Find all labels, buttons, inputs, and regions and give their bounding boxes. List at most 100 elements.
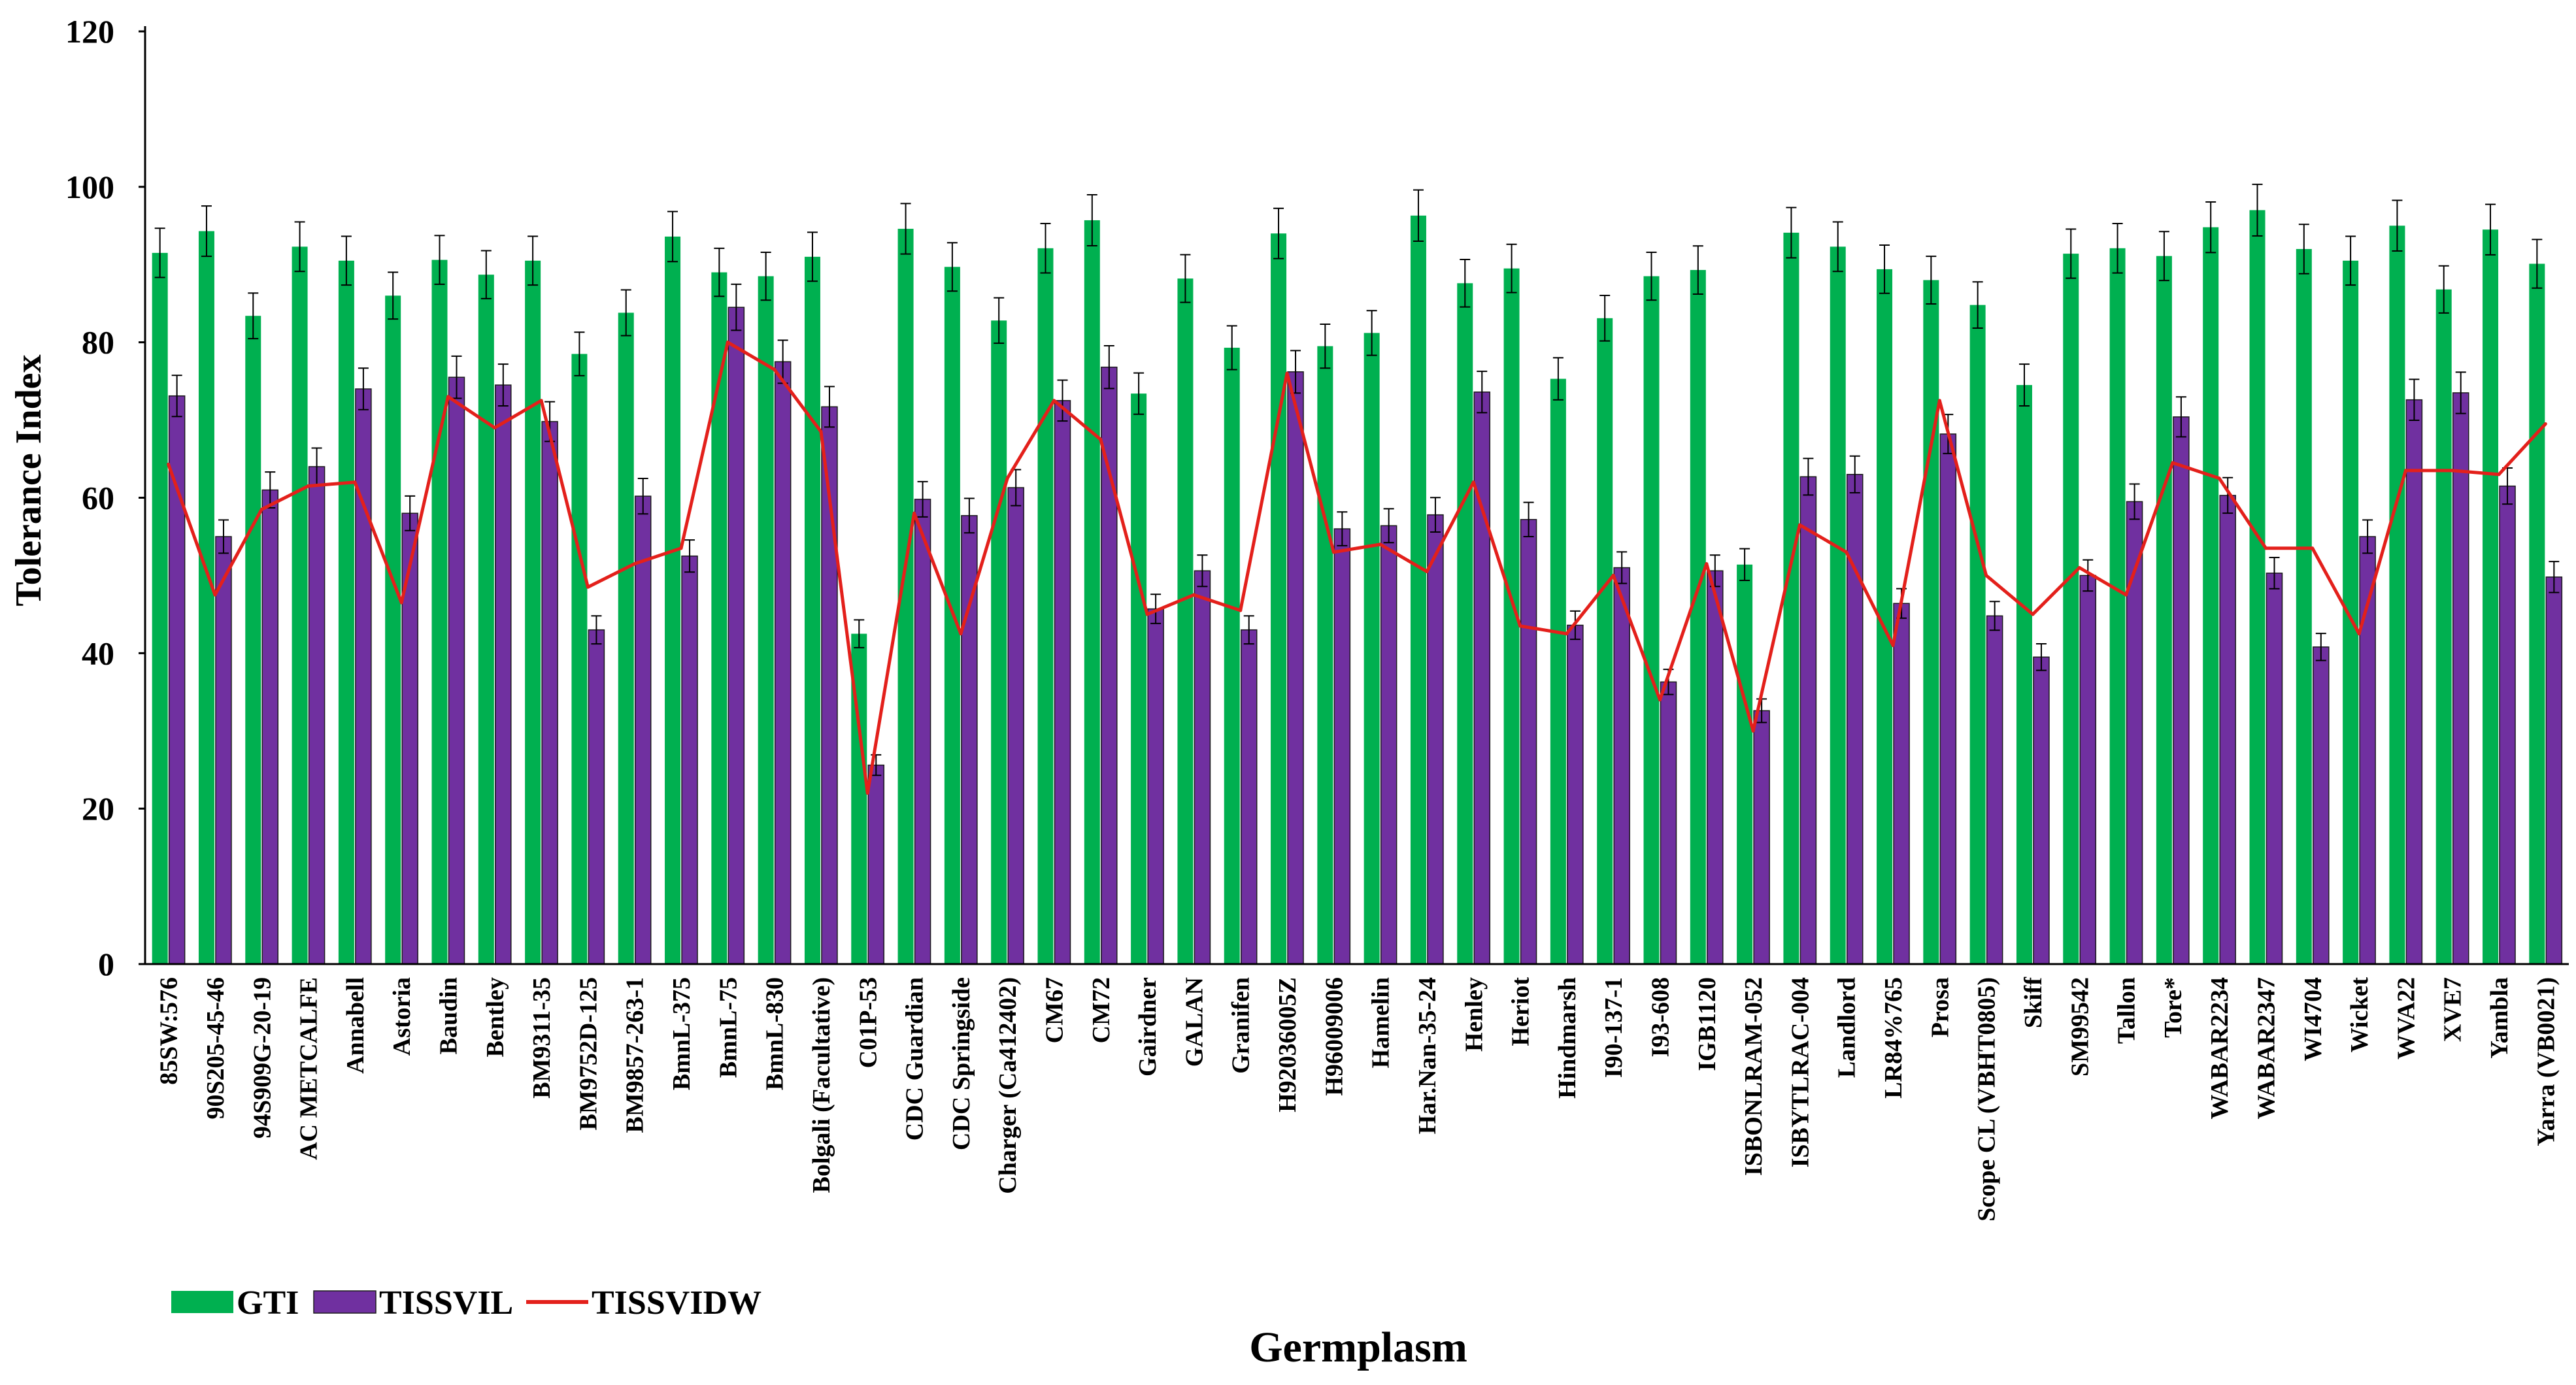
error-bar-tissvil-bm9857-263-1 [637, 477, 648, 515]
x-tick-label-tore: Tore* [2160, 977, 2187, 1038]
x-tick-label-i90-137-1: I90-137-1 [1600, 977, 1628, 1078]
bar-tissvil-lr84-765 [1893, 603, 1910, 965]
bar-tissvil-bmnl-375 [681, 555, 698, 965]
bar-gti-tallon [2109, 248, 2126, 965]
x-tick-label-igb1120: IGB1120 [1694, 977, 1721, 1071]
point-tissvidw-scope-cl-vbht0805 [1984, 573, 1988, 577]
error-bar-gti-ac-metcalfe [294, 221, 305, 273]
error-bar-tissvil-sm99542 [2083, 559, 2094, 592]
point-tissvidw-h96009006 [1331, 550, 1335, 554]
bar-marks [152, 210, 2563, 965]
error-bar-gti-igb1120 [1692, 245, 1703, 295]
x-tick-label-cm67: CM67 [1041, 977, 1069, 1043]
bar-tissvil-granifen [1240, 629, 1258, 965]
bar-gti-wva22 [2389, 225, 2405, 965]
bar-gti-igb1120 [1690, 270, 1706, 964]
bar-gti-wabar2234 [2203, 227, 2219, 964]
point-tissvidw-cm67 [1052, 399, 1056, 403]
bar-tissvil-c01p-53 [867, 764, 885, 965]
point-tissvidw-hamelin [1379, 542, 1382, 546]
bar-gti-cm72 [1084, 220, 1100, 964]
error-bar-gti-gairdner [1133, 372, 1145, 415]
error-bar-tissvil-scope-cl-vbht0805 [1989, 601, 2000, 631]
point-tissvidw-charger-ca412402 [1005, 476, 1009, 480]
error-bar-gti-lr84-765 [1879, 244, 1890, 294]
x-axis-title: Germplasm [1249, 1324, 1467, 1371]
x-tick-label-bentley: Bentley [482, 977, 509, 1057]
x-tick-label-isbonlram-052: ISBONLRAM-052 [1740, 977, 1767, 1176]
error-bar-gti-galan [1180, 254, 1191, 303]
x-tick-label-cdc-guardian: CDC Guardian [901, 977, 929, 1141]
x-tick-label-c01p-53: C01P-53 [854, 977, 882, 1068]
x-tick-label-lr84-765: LR84%765 [1880, 977, 1907, 1099]
bar-tissvil-h96009006 [1333, 528, 1351, 965]
x-tick-label-90s205-45-46: 90S205-45-46 [202, 977, 229, 1119]
error-bar-gti-wi4704 [2298, 224, 2309, 275]
bar-tissvil-prosa [1939, 433, 1957, 965]
error-bar-gti-cdc-guardian [900, 203, 911, 255]
x-tick-label-hamelin: Hamelin [1367, 977, 1395, 1068]
bar-tissvil-annabell [355, 388, 372, 965]
bar-tissvil-cdc-guardian [914, 499, 931, 965]
x-tick-label-yambla: Yambla [2486, 977, 2513, 1059]
bar-tissvil-landlord [1846, 474, 1864, 965]
y-tick-labels: 0 20 40 60 80 100 120 [65, 13, 114, 982]
bar-tissvil-bmnl-830 [774, 361, 792, 965]
bar-tissvil-astoria [401, 512, 418, 965]
x-tick-label-baudin: Baudin [435, 977, 463, 1054]
error-bar-gti-h92036005z [1273, 207, 1284, 259]
x-tick-label-ac-metcalfe: AC METCALFE [295, 977, 323, 1160]
bar-tissvil-har-nan-35-24 [1427, 514, 1444, 965]
bar-gti-annabell [338, 260, 354, 964]
legend-label-tissvidw: TISSVIDW [592, 1284, 761, 1322]
bar-tissvil-h92036005z [1287, 371, 1304, 965]
point-tissvidw-tore [2171, 461, 2175, 465]
error-bar-gti-hindmarsh [1552, 357, 1564, 401]
bar-gti-yarra-vb0021 [2529, 263, 2545, 965]
error-bar-gti-i93-608 [1646, 251, 1657, 301]
error-bar-gti-baudin [434, 235, 445, 285]
bar-gti-bmnl-830 [758, 276, 774, 964]
error-bar-gti-scope-cl-vbht0805 [1972, 281, 1983, 329]
error-bar-gti-skiff [2018, 363, 2030, 407]
legend-label-tissvil: TISSVIL [379, 1284, 513, 1322]
bar-gti-i90-137-1 [1597, 318, 1613, 964]
x-tick-label-wi4704: WI4704 [2300, 977, 2327, 1061]
y-tick-label-20: 20 [82, 790, 114, 827]
error-bar-gti-bm9752d-125 [574, 331, 585, 376]
point-tissvidw-sm99542 [2077, 566, 2081, 570]
bar-gti-h96009006 [1317, 346, 1333, 964]
point-tissvidw-skiff [2031, 612, 2035, 616]
point-tissvidw-yarra-vb0021 [2543, 422, 2547, 426]
x-tick-labels: 85SW:576 90S205-45-46 94S909G-20-19 AC METC… [156, 976, 2560, 1222]
bar-tissvil-charger-ca412402 [1007, 487, 1024, 965]
error-bar-gti-granifen [1226, 325, 1237, 371]
bar-gti-bm9857-263-1 [618, 312, 634, 964]
error-bar-tissvil-wva22 [2409, 378, 2420, 421]
bar-gti-94s909g-20-19 [245, 316, 261, 964]
point-tissvidw-xve7 [2451, 469, 2454, 473]
bar-gti-har-nan-35-24 [1410, 215, 1426, 964]
error-bar-tissvil-landlord [1849, 455, 1860, 493]
point-tissvidw-bm9857-263-1 [633, 562, 637, 566]
bar-tissvil-hindmarsh [1567, 624, 1584, 965]
bar-gti-h92036005z [1271, 233, 1287, 964]
bar-tissvil-yambla [2499, 485, 2516, 965]
bar-gti-bm9311-35 [525, 260, 541, 964]
y-tick-label-80: 80 [82, 324, 114, 361]
error-bar-tissvil-bmnl-75 [731, 283, 742, 331]
error-bar-gti-bentley [480, 250, 492, 299]
y-tick-label-120: 120 [65, 13, 114, 50]
bar-gti-ac-metcalfe [292, 246, 308, 964]
bar-gti-i93-608 [1643, 276, 1660, 964]
point-tissvidw-bmnl-75 [726, 341, 729, 344]
point-tissvidw-bm9752d-125 [586, 585, 590, 589]
x-tick-label-wicket: Wicket [2346, 977, 2373, 1053]
bar-tissvil-i93-608 [1660, 681, 1677, 965]
error-bar-gti-c01p-53 [854, 619, 865, 648]
bar-tissvil-90s205-45-46 [215, 536, 232, 965]
bar-tissvil-wabar2347 [2266, 573, 2283, 965]
x-tick-label-bmnl-830: BmnL-830 [761, 977, 789, 1090]
error-bar-gti-hamelin [1366, 310, 1377, 356]
point-tissvidw-h92036005z [1285, 371, 1289, 375]
